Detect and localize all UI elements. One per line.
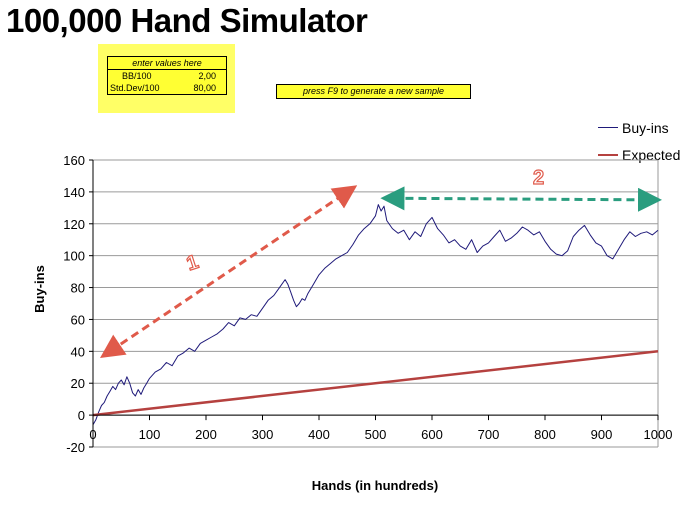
- x-tick-label: 200: [195, 427, 217, 442]
- y-tick-label: 80: [71, 281, 85, 296]
- y-tick-label: 100: [63, 249, 85, 264]
- x-tick-label: 1000: [644, 427, 673, 442]
- x-axis-label: Hands (in hundreds): [312, 478, 438, 493]
- series-line-buyins: [92, 204, 659, 425]
- chart-legend: Buy-ins Expected: [598, 114, 680, 168]
- input-value-stddev[interactable]: 80,00: [193, 83, 216, 93]
- legend-swatch-expected: [598, 153, 618, 156]
- y-tick-label: 140: [63, 185, 85, 200]
- legend-label-expected: Expected: [622, 146, 681, 163]
- y-tick-label: 20: [71, 376, 85, 391]
- input-table: enter values here BB/100 2,00 Std.Dev/10…: [107, 56, 227, 95]
- input-label-stddev: Std.Dev/100: [110, 83, 160, 93]
- x-tick-label: 300: [252, 427, 274, 442]
- legend-item-buyins: Buy-ins: [598, 114, 680, 141]
- legend-item-expected: Expected: [598, 141, 680, 168]
- input-panel: enter values here BB/100 2,00 Std.Dev/10…: [98, 44, 235, 113]
- annotation-label-2: 2: [533, 167, 544, 189]
- annotation-arrow-1: [99, 185, 358, 359]
- x-tick-label: 700: [478, 427, 500, 442]
- annotation-label-1: 1: [184, 251, 201, 275]
- x-tick-label: 0: [89, 427, 96, 442]
- y-axis-label: Buy-ins: [32, 265, 47, 313]
- y-tick-label: 0: [78, 408, 85, 423]
- x-tick-label: 800: [534, 427, 556, 442]
- series-line-expected: [92, 350, 659, 417]
- legend-swatch-buyins: [598, 127, 618, 128]
- legend-label-buyins: Buy-ins: [622, 119, 669, 136]
- y-tick-label: 120: [63, 217, 85, 232]
- input-value-bb[interactable]: 2,00: [198, 71, 216, 81]
- x-tick-label: 500: [365, 427, 387, 442]
- input-label-bb: BB/100: [122, 71, 152, 81]
- x-tick-label: 900: [591, 427, 613, 442]
- input-header: enter values here: [108, 57, 226, 70]
- input-row-stddev[interactable]: Std.Dev/100 80,00: [108, 82, 226, 94]
- x-tick-label: 400: [308, 427, 330, 442]
- x-tick-label: 100: [139, 427, 161, 442]
- y-tick-label: 160: [63, 153, 85, 168]
- annotation-arrow-2: [380, 186, 662, 212]
- y-tick-label: 40: [71, 344, 85, 359]
- generate-sample-button[interactable]: press F9 to generate a new sample: [276, 84, 471, 99]
- x-tick-label: 600: [421, 427, 443, 442]
- page-title: 100,000 Hand Simulator: [6, 2, 368, 39]
- y-tick-label: -20: [66, 440, 85, 455]
- input-row-bb[interactable]: BB/100 2,00: [108, 70, 226, 82]
- y-tick-label: 60: [71, 312, 85, 327]
